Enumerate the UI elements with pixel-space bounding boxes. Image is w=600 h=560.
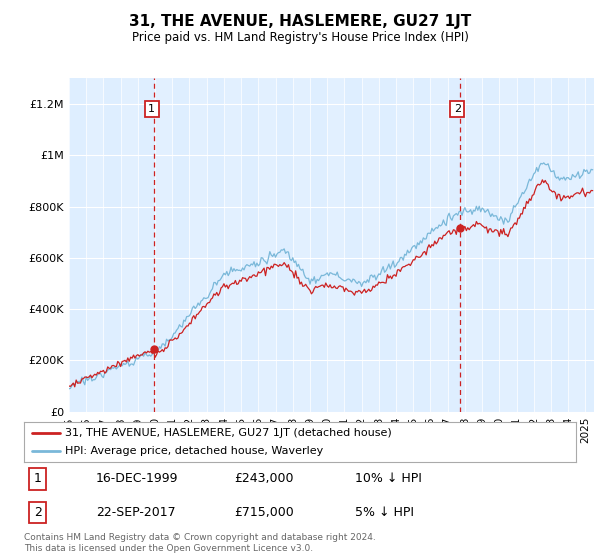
Bar [86,78,103,412]
Text: Contains HM Land Registry data © Crown copyright and database right 2024.
This d: Contains HM Land Registry data © Crown c… [24,533,376,553]
Bar [121,78,138,412]
Text: 1: 1 [148,104,155,114]
Bar [293,78,310,412]
Text: 16-DEC-1999: 16-DEC-1999 [96,473,178,486]
Bar [224,78,241,412]
Text: HPI: Average price, detached house, Waverley: HPI: Average price, detached house, Wave… [65,446,323,456]
Bar [190,78,207,412]
Bar [327,78,344,412]
Text: 2: 2 [454,104,461,114]
Text: 2: 2 [34,506,42,519]
Bar [568,78,586,412]
Bar [396,78,413,412]
Text: 31, THE AVENUE, HASLEMERE, GU27 1JT: 31, THE AVENUE, HASLEMERE, GU27 1JT [129,14,471,29]
Bar [259,78,275,412]
Text: 22-SEP-2017: 22-SEP-2017 [96,506,175,519]
Bar [534,78,551,412]
Text: 31, THE AVENUE, HASLEMERE, GU27 1JT (detached house): 31, THE AVENUE, HASLEMERE, GU27 1JT (det… [65,428,392,437]
Text: 5% ↓ HPI: 5% ↓ HPI [355,506,414,519]
Bar [362,78,379,412]
Text: £715,000: £715,000 [234,506,293,519]
Text: Price paid vs. HM Land Registry's House Price Index (HPI): Price paid vs. HM Land Registry's House … [131,31,469,44]
Bar [430,78,448,412]
Bar [499,78,517,412]
Bar [465,78,482,412]
Bar [155,78,172,412]
Text: 1: 1 [34,473,42,486]
Text: 10% ↓ HPI: 10% ↓ HPI [355,473,422,486]
Text: £243,000: £243,000 [234,473,293,486]
